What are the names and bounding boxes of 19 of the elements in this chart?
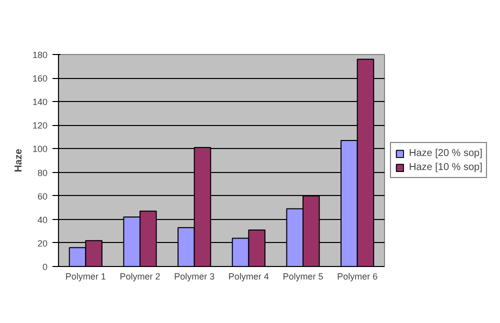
y-axis-title: Haze (13, 148, 24, 172)
y-tick-label: 80 (37, 168, 48, 178)
legend-label: Haze [20 % sop] (409, 147, 482, 159)
y-tick-label: 180 (32, 50, 48, 60)
y-tick-label: 120 (32, 120, 48, 131)
y-tick-label: 20 (37, 238, 48, 248)
x-tick-label: Polymer 1 (65, 272, 106, 282)
y-tick-label: 100 (32, 144, 48, 154)
x-tick-label: Polymer 3 (174, 272, 215, 282)
y-tick-label: 160 (32, 74, 48, 84)
x-tick-label: Polymer 5 (282, 272, 324, 282)
y-tick-label: 40 (37, 214, 48, 225)
legend-label: Haze [10 % sop] (409, 161, 482, 173)
x-tick-label: Polymer 6 (337, 272, 378, 282)
y-tick-label: 140 (32, 97, 48, 108)
y-tick-label: 0 (42, 262, 48, 272)
x-tick-label: Polymer 2 (120, 272, 160, 282)
x-tick-label: Polymer 4 (228, 272, 269, 282)
y-tick-label: 60 (37, 191, 48, 202)
